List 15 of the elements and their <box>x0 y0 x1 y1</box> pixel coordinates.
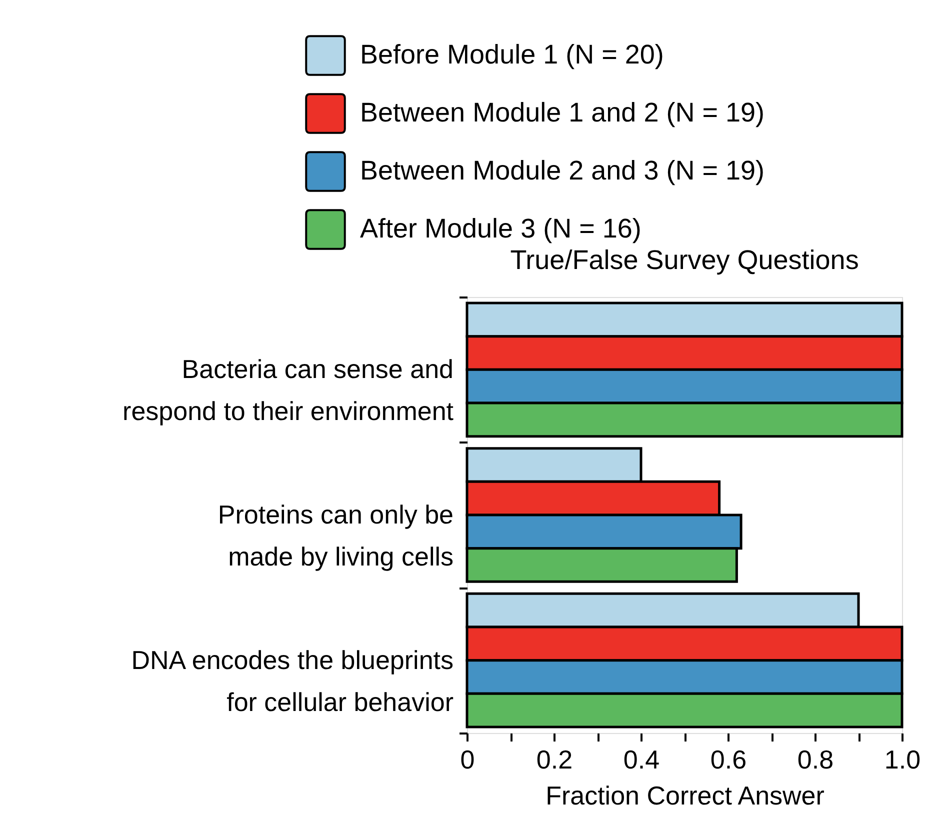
legend-label: Before Module 1 (N = 20) <box>360 40 664 70</box>
legend-label: Between Module 2 and 3 (N = 19) <box>360 156 764 186</box>
x-tick-label: 0.8 <box>797 744 834 774</box>
x-tick-label: 1.0 <box>884 744 921 774</box>
x-tick-label: 0.2 <box>536 744 573 774</box>
x-axis-title: Fraction Correct Answer <box>546 780 825 810</box>
legend-label: After Module 3 (N = 16) <box>360 214 642 244</box>
y-tick-label: DNA encodes the blueprints for cellular behavior <box>131 644 454 717</box>
y-tick-label: Proteins can only be made by living cells <box>218 500 454 572</box>
y-tick-label: Bacteria can sense and respond to their environment <box>122 354 454 426</box>
chart-title: True/False Survey Questions <box>510 245 859 275</box>
x-tick-label: 0.6 <box>710 744 747 774</box>
legend-label: Between Module 1 and 2 (N = 19) <box>360 98 764 128</box>
x-tick-label: 0.4 <box>623 744 660 774</box>
x-tick-label: 0 <box>460 744 475 774</box>
